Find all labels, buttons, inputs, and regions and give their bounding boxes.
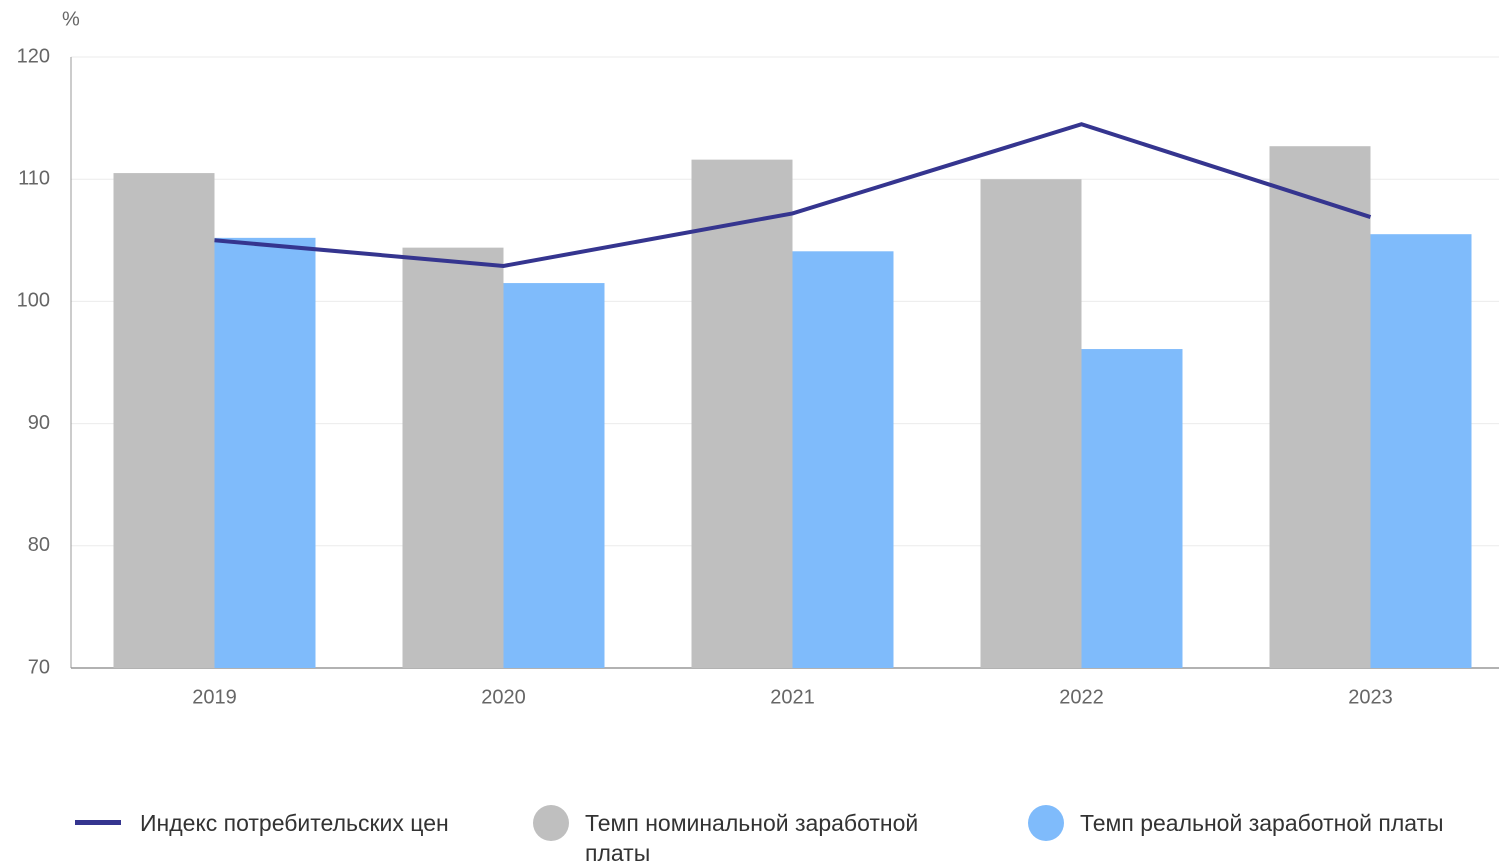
- x-tick-label: 2021: [770, 686, 815, 708]
- legend-swatch: [1028, 805, 1064, 841]
- line: [214, 122, 1372, 268]
- legend-swatch: [533, 805, 569, 841]
- x-tick-label: 2019: [192, 686, 237, 708]
- x-tick-label: 2020: [481, 686, 526, 708]
- bar: [792, 251, 894, 668]
- bar: [691, 159, 793, 668]
- bar: [402, 247, 504, 668]
- bar: [503, 283, 605, 668]
- y-tick-label: 70: [28, 656, 50, 678]
- legend-label: Темп реальной заработной платы: [1080, 810, 1444, 836]
- bar: [113, 173, 215, 668]
- x-tick-label: 2023: [1348, 686, 1393, 708]
- y-tick-label: 110: [18, 167, 50, 189]
- legend-label: Темп номинальной заработной платы: [585, 810, 919, 866]
- bar: [1269, 146, 1371, 668]
- legend-label: Индекс потребительских цен: [140, 810, 449, 836]
- y-tick-label: 90: [28, 412, 50, 434]
- bar: [980, 179, 1082, 668]
- y-tick-label: 80: [28, 534, 50, 556]
- chart: % 70 80 90 100 110 120 2019 2020 2021 2022 2023: [17, 8, 1499, 708]
- legend-swatch-line: [75, 820, 121, 825]
- bar: [1081, 349, 1183, 668]
- bar: [214, 237, 316, 668]
- bar: [1370, 234, 1472, 668]
- y-tick-label: 120: [17, 45, 50, 67]
- x-tick-label: 2022: [1059, 686, 1104, 708]
- y-tick-label: 100: [17, 290, 50, 312]
- y-unit: %: [62, 8, 80, 30]
